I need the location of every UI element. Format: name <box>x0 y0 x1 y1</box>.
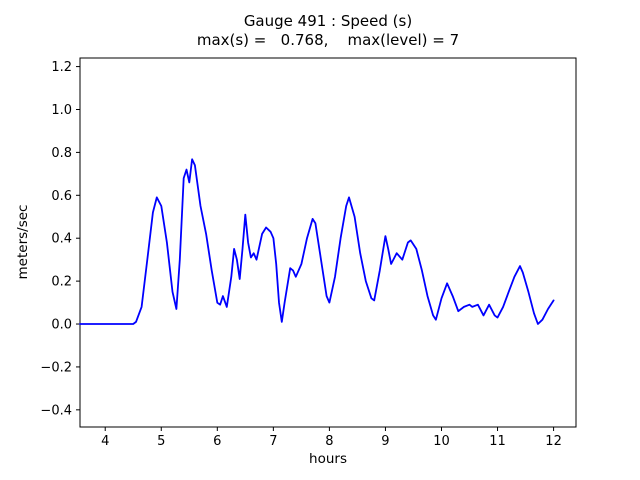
y-axis-label: meters/sec <box>15 205 31 280</box>
y-tick-label: 0.6 <box>51 189 72 204</box>
y-tick-label: 0.8 <box>51 146 72 161</box>
y-tick-label: 1.2 <box>51 60 72 75</box>
y-tick-label: 0.0 <box>51 318 72 333</box>
y-tick-label: 0.4 <box>51 232 72 247</box>
x-tick-label: 12 <box>545 434 562 449</box>
x-tick-label: 9 <box>381 434 389 449</box>
y-tick-label: −0.2 <box>40 360 72 375</box>
speed-line <box>79 158 555 325</box>
x-tick-label: 5 <box>157 434 165 449</box>
x-tick-label: 10 <box>433 434 450 449</box>
x-tick-label: 6 <box>213 434 221 449</box>
x-axis-label: hours <box>309 451 347 467</box>
y-tick-label: −0.4 <box>40 403 72 418</box>
axes-frame <box>79 57 577 428</box>
chart-title: Gauge 491 : Speed (s) <box>244 12 412 30</box>
y-tick-label: 0.2 <box>51 275 72 290</box>
x-tick-label: 7 <box>269 434 277 449</box>
x-tick-label: 11 <box>489 434 506 449</box>
plot-area: 4 5 6 7 8 9 10 11 12 −0.4 −0.2 0.0 0.2 0.4 0.6 0.8 1.0 1.… <box>40 57 577 449</box>
y-tick-label: 1.0 <box>51 103 72 118</box>
x-tick-label: 8 <box>325 434 333 449</box>
chart-subtitle: max(s) = 0.768, max(level) = 7 <box>197 31 459 49</box>
x-tick-label: 4 <box>101 434 109 449</box>
